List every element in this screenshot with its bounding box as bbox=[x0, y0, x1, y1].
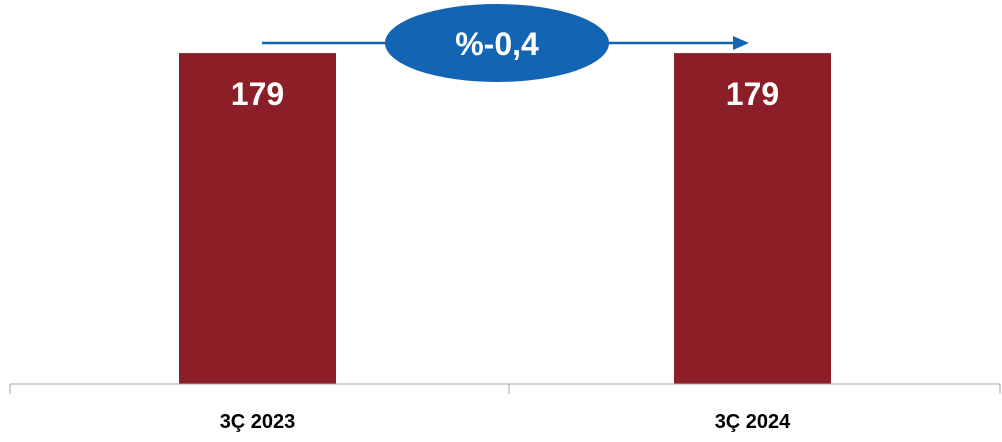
bar-value-label-2: 179 bbox=[726, 76, 779, 112]
change-badge-label: %-0,4 bbox=[455, 26, 539, 62]
category-labels-group: 3Ç 2023 3Ç 2024 bbox=[220, 411, 791, 433]
bars-group bbox=[179, 53, 831, 385]
bar-value-label-1: 179 bbox=[231, 76, 284, 112]
category-label-1: 3Ç 2023 bbox=[220, 411, 296, 433]
bar-2 bbox=[674, 53, 831, 385]
category-label-2: 3Ç 2024 bbox=[715, 411, 791, 433]
change-arrow-head bbox=[733, 36, 749, 50]
bar-labels-group: 179 179 bbox=[231, 76, 779, 112]
change-badge bbox=[385, 4, 609, 82]
bar-1 bbox=[179, 53, 336, 385]
